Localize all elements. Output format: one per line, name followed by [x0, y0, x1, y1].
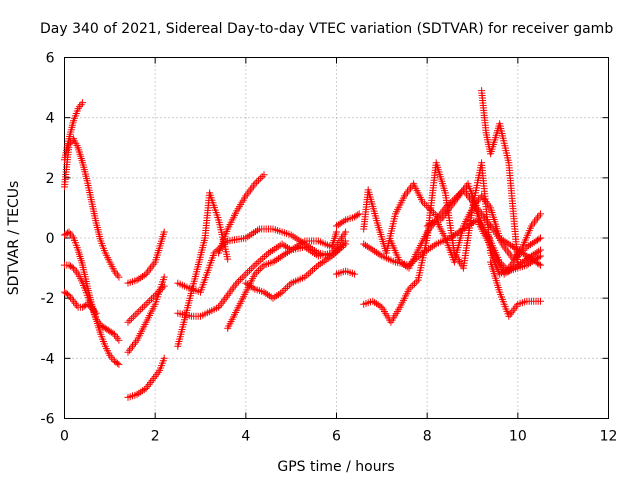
series-arc-9 — [124, 354, 168, 401]
y-tick-label: 4 — [46, 111, 55, 127]
x-tick-label: 8 — [423, 429, 432, 445]
series-arc-15 — [242, 240, 350, 302]
series-markers — [333, 267, 359, 278]
series-markers — [61, 135, 123, 281]
x-tick-label: 4 — [241, 429, 250, 445]
series-markers — [124, 354, 168, 401]
series-markers — [333, 210, 363, 230]
series-arc-16 — [333, 210, 363, 230]
y-tick-label: 0 — [46, 231, 55, 247]
y-axis-label: SDTVAR / TECUs — [6, 181, 22, 296]
series-markers — [478, 87, 522, 266]
series-arc-22 — [423, 186, 544, 275]
x-axis-label: GPS time / hours — [277, 459, 394, 475]
x-tick-label: 2 — [151, 429, 160, 445]
x-tick-label: 0 — [60, 429, 69, 445]
series-markers — [387, 192, 544, 272]
series-arc-5 — [61, 288, 100, 317]
series-arc-23 — [478, 87, 522, 266]
series-markers — [215, 171, 268, 257]
y-tick-label: 2 — [46, 171, 55, 187]
chart-title: Day 340 of 2021, Sidereal Day-to-day VTE… — [40, 21, 613, 37]
series-arc-17 — [333, 267, 359, 278]
series-arc-8 — [124, 273, 168, 356]
series-arc-6 — [124, 228, 168, 287]
y-tick-label: -2 — [41, 291, 55, 307]
series-markers — [61, 261, 123, 344]
y-tick-label: -6 — [41, 412, 55, 428]
series-arc-14 — [224, 228, 340, 332]
series-markers — [423, 186, 544, 275]
series-arc-21 — [387, 192, 544, 272]
series-markers — [61, 288, 100, 317]
x-tick-label: 12 — [600, 429, 618, 445]
x-tick-label: 10 — [509, 429, 527, 445]
series-arc-4 — [61, 261, 123, 344]
series-markers — [487, 258, 544, 320]
series-markers — [174, 189, 232, 350]
y-tick-label: 6 — [46, 51, 55, 67]
series-arc-24 — [487, 258, 544, 320]
series-markers — [124, 228, 168, 287]
series-markers — [242, 240, 350, 302]
series-markers — [224, 228, 340, 332]
series-arc-11 — [215, 171, 268, 257]
y-tick-label: -4 — [41, 351, 55, 367]
data-layer — [61, 87, 544, 401]
tick-layer: 0 2 4 6 8 10 12 -6 -4 -2 0 2 4 6 — [41, 51, 618, 445]
series-markers — [124, 273, 168, 356]
series-arc-10 — [174, 189, 232, 350]
series-arc-2 — [61, 135, 123, 281]
x-tick-label: 6 — [332, 429, 341, 445]
